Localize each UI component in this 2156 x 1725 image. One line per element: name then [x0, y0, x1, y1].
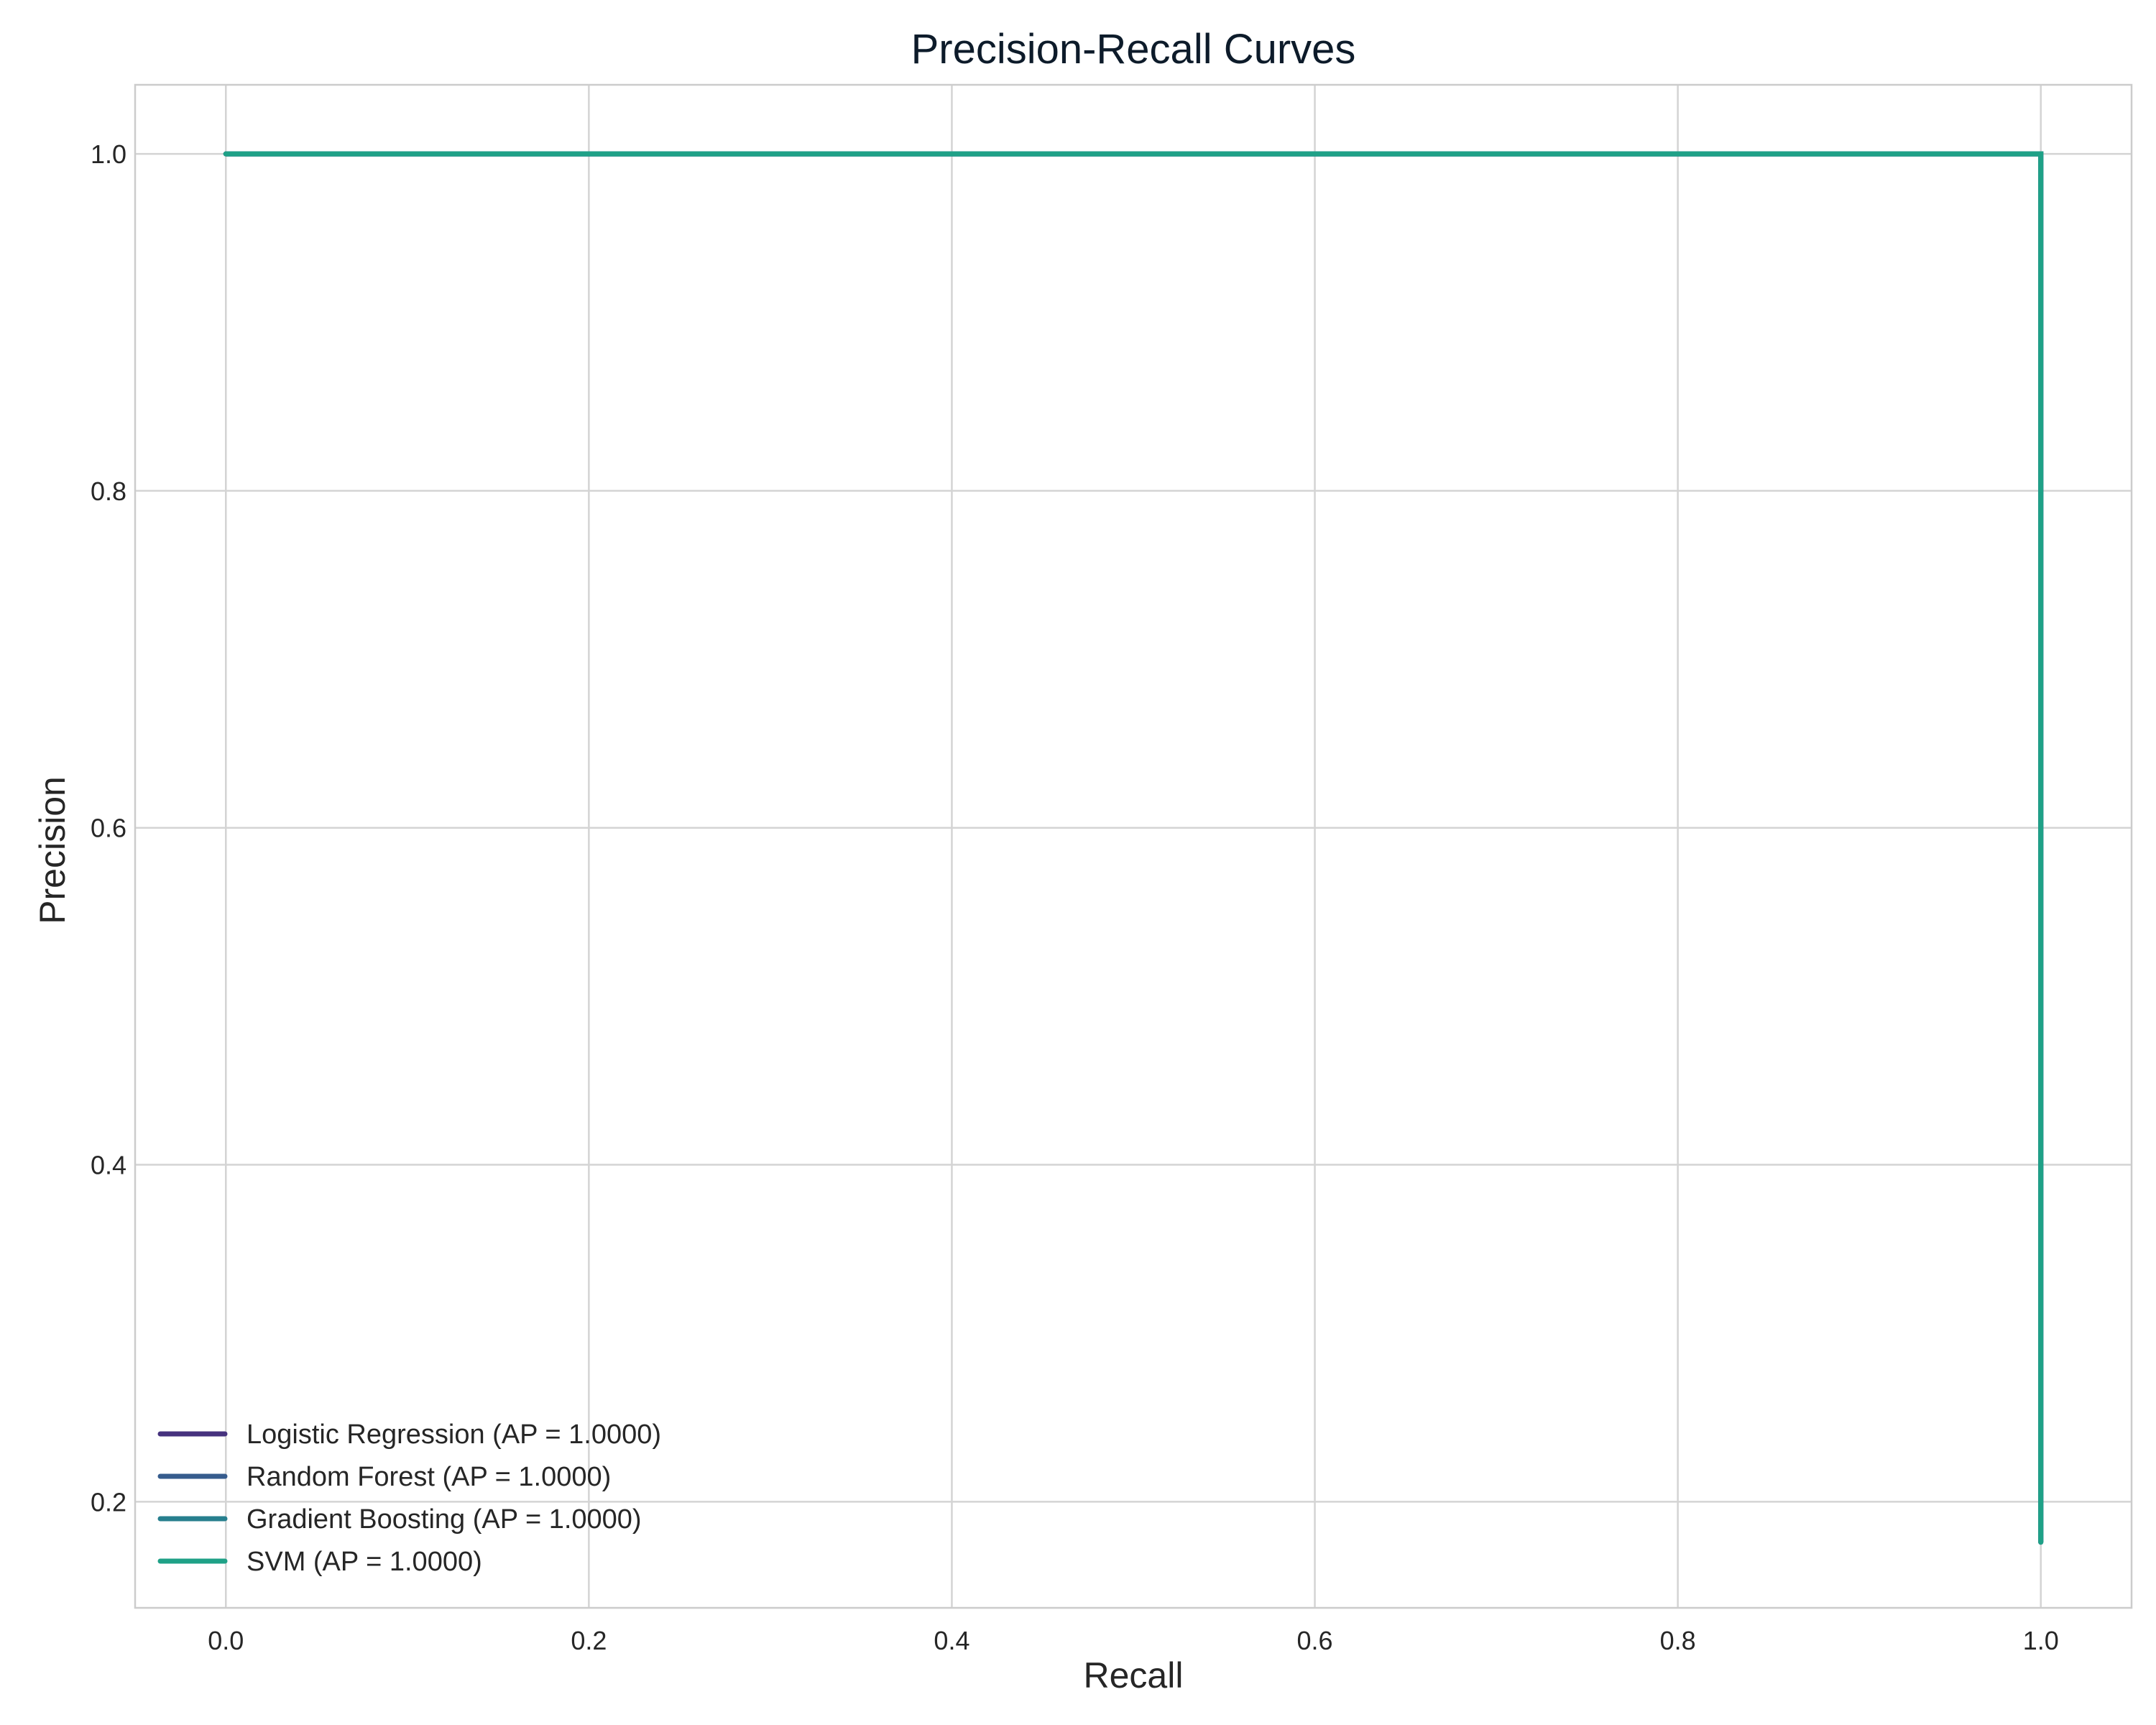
y-tick-label: 0.2 [91, 1487, 126, 1517]
y-tick-label: 0.8 [91, 477, 126, 506]
y-tick-label: 1.0 [91, 139, 126, 169]
series-lines [223, 151, 2044, 1545]
x-tick-label: 0.8 [1660, 1626, 1696, 1655]
legend-label: Random Forest (AP = 1.0000) [247, 1462, 611, 1492]
y-tick-label: 0.6 [91, 814, 126, 843]
legend-label: Gradient Boosting (AP = 1.0000) [247, 1504, 642, 1535]
y-tick-labels: 0.2 0.4 0.6 0.8 1.0 [91, 139, 126, 1517]
x-axis-label: Recall [1084, 1655, 1184, 1696]
x-tick-labels: 0.0 0.2 0.4 0.6 0.8 1.0 [208, 1626, 2059, 1655]
x-tick-label: 0.6 [1297, 1626, 1333, 1655]
y-axis-label: Precision [32, 776, 73, 924]
legend-label: SVM (AP = 1.0000) [247, 1547, 482, 1577]
x-tick-label: 0.0 [208, 1626, 244, 1655]
legend-label: Logistic Regression (AP = 1.0000) [247, 1420, 661, 1450]
plot-frame [134, 83, 2133, 1609]
series-line [223, 151, 2044, 1545]
x-tick-label: 1.0 [2023, 1626, 2059, 1655]
x-tick-label: 0.4 [934, 1626, 969, 1655]
legend: Logistic Regression (AP = 1.0000) Random … [157, 1420, 661, 1577]
chart-title: Precision-Recall Curves [911, 26, 1356, 73]
x-tick-label: 0.2 [571, 1626, 607, 1655]
y-tick-label: 0.4 [91, 1151, 126, 1180]
